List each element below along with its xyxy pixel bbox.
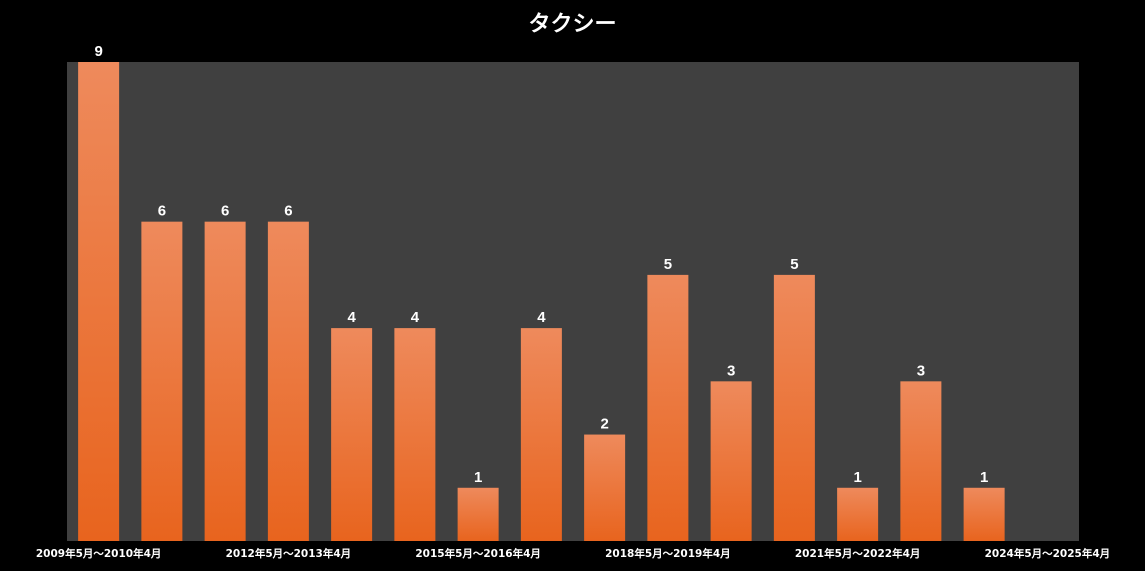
x-tick-label: 2012年5月～2013年4月 (226, 547, 352, 560)
x-tick-label: 2024年5月～2025年4月 (985, 547, 1111, 560)
bar-value-label: 4 (411, 309, 420, 326)
bar-value-label: 6 (284, 203, 292, 220)
bar (141, 221, 183, 541)
bar-value-label: 6 (221, 203, 229, 220)
bar (457, 487, 499, 541)
bar (773, 274, 815, 541)
bar-value-label: 2 (600, 416, 608, 433)
bar (204, 221, 246, 541)
bar (78, 62, 120, 541)
bar-value-label: 4 (347, 309, 356, 326)
bar (647, 274, 689, 541)
bar-value-label: 6 (158, 203, 166, 220)
x-tick-label: 2015年5月～2016年4月 (415, 547, 541, 560)
bar (710, 381, 752, 541)
bar-value-label: 9 (94, 43, 102, 60)
bar-value-label: 1 (980, 469, 988, 486)
bar (394, 328, 436, 541)
x-tick-label: 2018年5月～2019年4月 (605, 547, 731, 560)
bar (963, 487, 1005, 541)
bar (267, 221, 309, 541)
bar (837, 487, 879, 541)
chart-title: タクシー (528, 12, 617, 37)
x-tick-label: 2009年5月～2010年4月 (36, 547, 162, 560)
bar (900, 381, 942, 541)
x-tick-label: 2021年5月～2022年4月 (795, 547, 921, 560)
bar-value-label: 4 (537, 309, 546, 326)
bar-value-label: 1 (474, 469, 482, 486)
bar-value-label: 5 (790, 256, 798, 273)
bar (331, 328, 373, 541)
bar (584, 434, 626, 541)
bar-value-label: 5 (664, 256, 672, 273)
bar-value-label: 1 (853, 469, 861, 486)
bar-value-label: 3 (727, 362, 735, 379)
bar (520, 328, 562, 541)
bar-value-label: 3 (917, 362, 925, 379)
